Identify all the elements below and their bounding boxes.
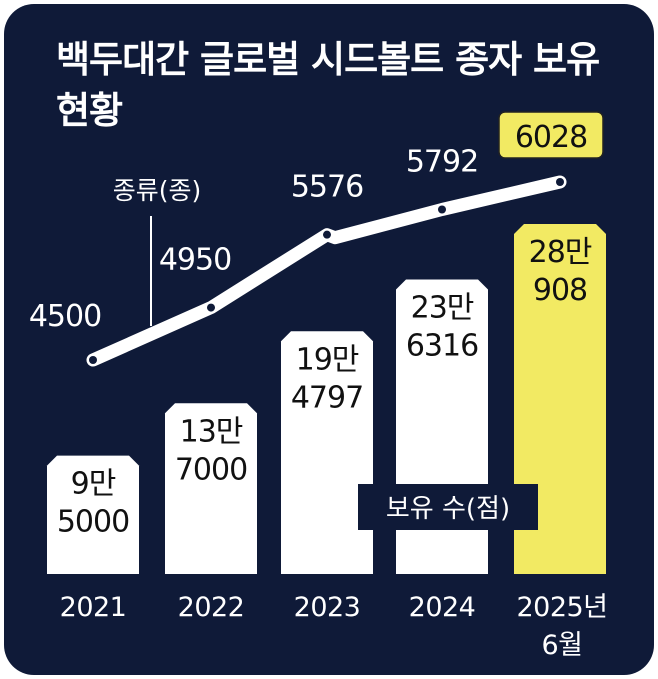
x-tick-label: 6월 bbox=[541, 630, 582, 661]
chart-title: 백두대간 글로벌 시드볼트 종자 보유 현황 bbox=[56, 38, 600, 132]
bar-value-label: 19만 bbox=[296, 342, 359, 377]
bar-value-label: 908 bbox=[533, 273, 587, 308]
bar-value-label: 4797 bbox=[291, 380, 363, 415]
line-point bbox=[207, 303, 215, 312]
bar-2023 bbox=[281, 331, 373, 574]
line-point bbox=[556, 178, 564, 186]
bar-value-label: 5000 bbox=[57, 505, 129, 540]
x-tick-label: 2023 bbox=[294, 592, 361, 623]
bar-value-label: 23만 bbox=[411, 291, 474, 326]
bar-legend-box bbox=[358, 484, 538, 530]
line-point bbox=[89, 356, 97, 364]
bar-value-label: 7000 bbox=[175, 452, 247, 487]
x-tick-label: 2021 bbox=[60, 592, 127, 623]
x-tick-label: 2024 bbox=[409, 592, 476, 623]
line-legend-label: 종류(종) bbox=[113, 176, 202, 205]
bar-value-label: 28만 bbox=[529, 235, 592, 270]
bar-value-label: 9만 bbox=[71, 467, 116, 502]
line-value-label: 5576 bbox=[291, 170, 363, 205]
line-value-label: 5792 bbox=[406, 144, 478, 179]
line-value-label: 4500 bbox=[29, 299, 101, 334]
chart-card: 백두대간 글로벌 시드볼트 종자 보유 현황 9만 5000 13만 7000 19만 4… bbox=[4, 4, 654, 675]
bar-value-label: 13만 bbox=[180, 414, 243, 449]
bar-2021 bbox=[47, 455, 139, 574]
line-value-label: 4950 bbox=[159, 243, 231, 278]
line-value-label: 6028 bbox=[515, 120, 587, 155]
line-point bbox=[438, 205, 446, 214]
x-tick-label: 2025년 bbox=[516, 592, 607, 623]
line-highlight-badge bbox=[498, 111, 604, 159]
x-tick-label: 2022 bbox=[178, 592, 245, 623]
line-series-path bbox=[86, 175, 567, 367]
bar-2022 bbox=[165, 403, 257, 574]
bar-legend-label: 보유 수(점) bbox=[386, 494, 510, 524]
bar-value-label: 6316 bbox=[406, 329, 478, 364]
line-point bbox=[323, 230, 331, 239]
